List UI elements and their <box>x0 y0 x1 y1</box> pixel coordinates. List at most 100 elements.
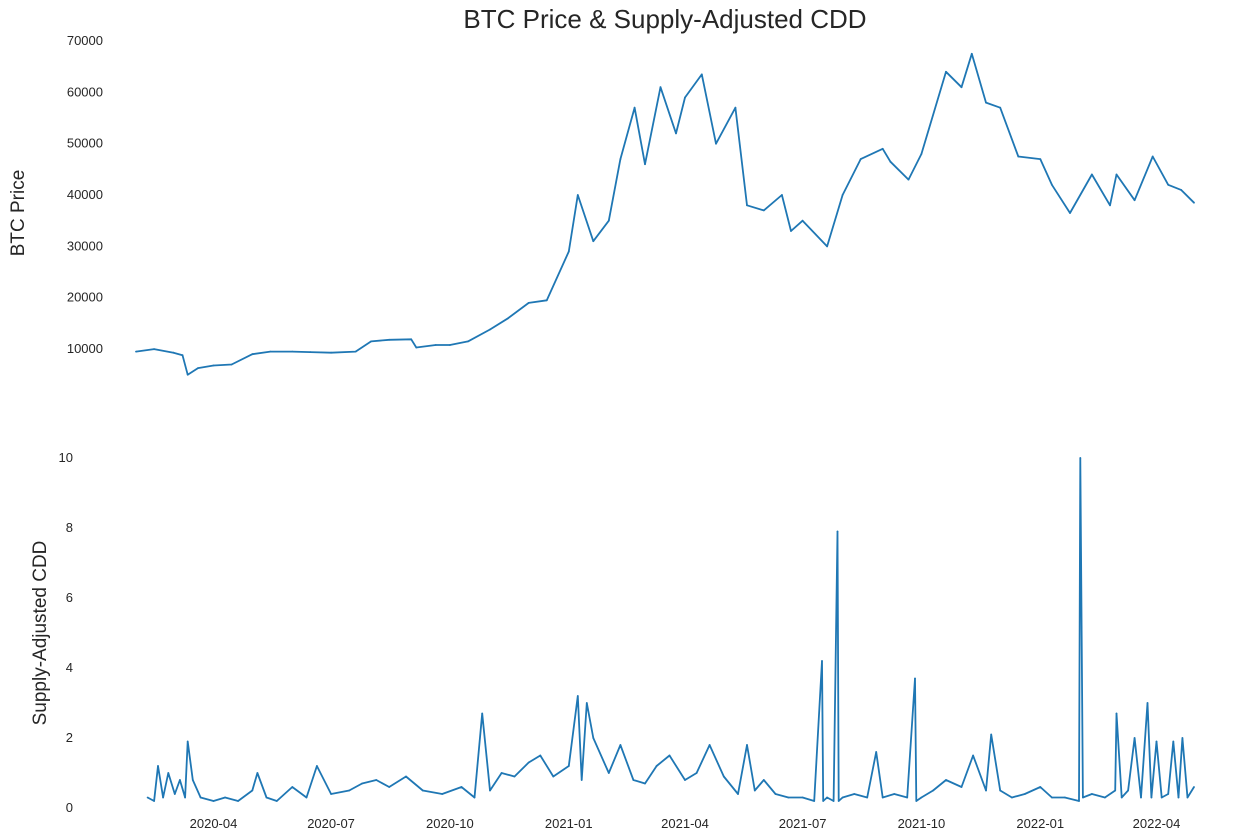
price-data-point <box>675 132 677 135</box>
price-data-point <box>659 86 662 89</box>
price-data-point <box>309 351 312 353</box>
cdd-data-point <box>527 761 530 764</box>
cdd-data-point <box>199 796 202 799</box>
cdd-data-point <box>184 796 187 799</box>
cdd-data-point <box>737 793 739 795</box>
price-series-line <box>135 52 1195 376</box>
price-data-point <box>734 106 737 109</box>
cdd-data-point <box>224 796 227 799</box>
cdd-y-tick-label: 10 <box>59 450 73 465</box>
cdd-data-point <box>441 793 444 795</box>
cdd-data-point <box>388 786 391 788</box>
x-tick-label: 2020-10 <box>426 816 474 831</box>
cdd-data-point <box>753 789 756 792</box>
cdd-data-point <box>146 796 149 799</box>
cdd-data-point <box>972 754 974 757</box>
price-data-point <box>715 142 717 145</box>
price-data-point <box>186 373 189 376</box>
price-data-point <box>388 338 391 341</box>
x-tick-label: 2022-04 <box>1133 816 1181 831</box>
cdd-data-point <box>405 775 407 778</box>
cdd-data-point <box>1114 789 1117 792</box>
price-data-point <box>467 340 469 343</box>
cdd-data-point <box>1091 793 1093 795</box>
cdd-data-point <box>684 779 686 781</box>
cdd-data-point <box>826 796 828 799</box>
cdd-data-point <box>1079 457 1082 459</box>
cdd-data-point <box>251 789 254 792</box>
cdd-y-tick-label: 0 <box>66 800 73 815</box>
cdd-data-point <box>619 744 622 746</box>
price-data-point <box>269 350 272 353</box>
price-data-point <box>781 194 783 196</box>
price-data-point <box>434 344 437 346</box>
price-data-point <box>619 158 622 161</box>
price-data-point <box>762 209 765 212</box>
cdd-y-tick-label: 8 <box>66 520 73 535</box>
cdd-data-point <box>1082 796 1084 799</box>
cdd-data-point <box>813 800 816 802</box>
price-data-point <box>135 350 137 353</box>
price-data-point <box>251 353 254 356</box>
cdd-data-point <box>305 796 308 799</box>
cdd-data-point <box>836 530 839 533</box>
cdd-data-point <box>906 796 909 799</box>
price-data-point <box>881 147 884 150</box>
price-data-point <box>700 73 703 76</box>
price-data-point <box>370 340 372 343</box>
x-tick-label: 2021-04 <box>661 816 709 831</box>
price-y-tick-label: 10000 <box>67 341 103 356</box>
price-data-point <box>826 245 828 248</box>
price-data-point <box>1151 155 1154 158</box>
page-title: BTC Price & Supply-Adjusted CDD <box>463 4 867 34</box>
x-tick-label: 2020-04 <box>190 816 238 831</box>
cdd-data-point <box>644 782 646 785</box>
cdd-data-point <box>985 789 987 792</box>
price-y-tick-label: 20000 <box>67 290 103 305</box>
price-data-point <box>567 250 570 253</box>
cdd-data-point <box>999 789 1002 792</box>
price-data-point <box>1069 212 1071 214</box>
cdd-data-point <box>1023 793 1026 795</box>
cdd-data-point <box>722 775 725 778</box>
cdd-data-point <box>1127 789 1129 792</box>
cdd-data-point <box>822 800 825 802</box>
cdd-data-point <box>832 800 835 802</box>
price-data-point <box>790 230 792 232</box>
cdd-data-point <box>920 796 923 799</box>
cdd-data-point <box>1140 796 1142 799</box>
cdd-data-point <box>1181 737 1184 739</box>
price-data-point <box>684 96 686 99</box>
cdd-data-point <box>866 796 869 799</box>
cdd-y-tick-label: 6 <box>66 590 73 605</box>
price-data-point <box>1167 183 1170 186</box>
price-data-point <box>999 106 1002 109</box>
cdd-data-point <box>539 754 542 757</box>
price-data-point <box>1039 158 1042 161</box>
price-data-point <box>920 153 923 155</box>
cdd-data-point <box>316 765 318 767</box>
cdd-data-point <box>695 772 698 774</box>
cdd-data-point <box>655 765 658 767</box>
cdd-data-point <box>787 796 790 799</box>
cdd-data-point <box>580 779 583 781</box>
price-data-point <box>960 86 963 89</box>
price-data-point <box>907 178 910 181</box>
cdd-data-point <box>330 793 332 795</box>
price-data-point <box>633 106 636 109</box>
price-data-point <box>527 302 530 304</box>
price-data-point <box>449 344 451 346</box>
price-y-tick-label: 60000 <box>67 84 103 99</box>
price-data-point <box>945 70 947 73</box>
cdd-data-point <box>762 779 765 781</box>
cdd-data-point <box>460 786 463 788</box>
cdd-data-point <box>632 779 635 781</box>
price-data-point <box>801 219 804 222</box>
price-data-point <box>1180 189 1182 191</box>
cdd-data-point <box>708 744 711 746</box>
x-tick-label: 2022-01 <box>1016 816 1064 831</box>
cdd-data-point <box>473 796 476 799</box>
cdd-y-tick-label: 4 <box>66 660 73 675</box>
cdd-data-point <box>1120 796 1123 799</box>
